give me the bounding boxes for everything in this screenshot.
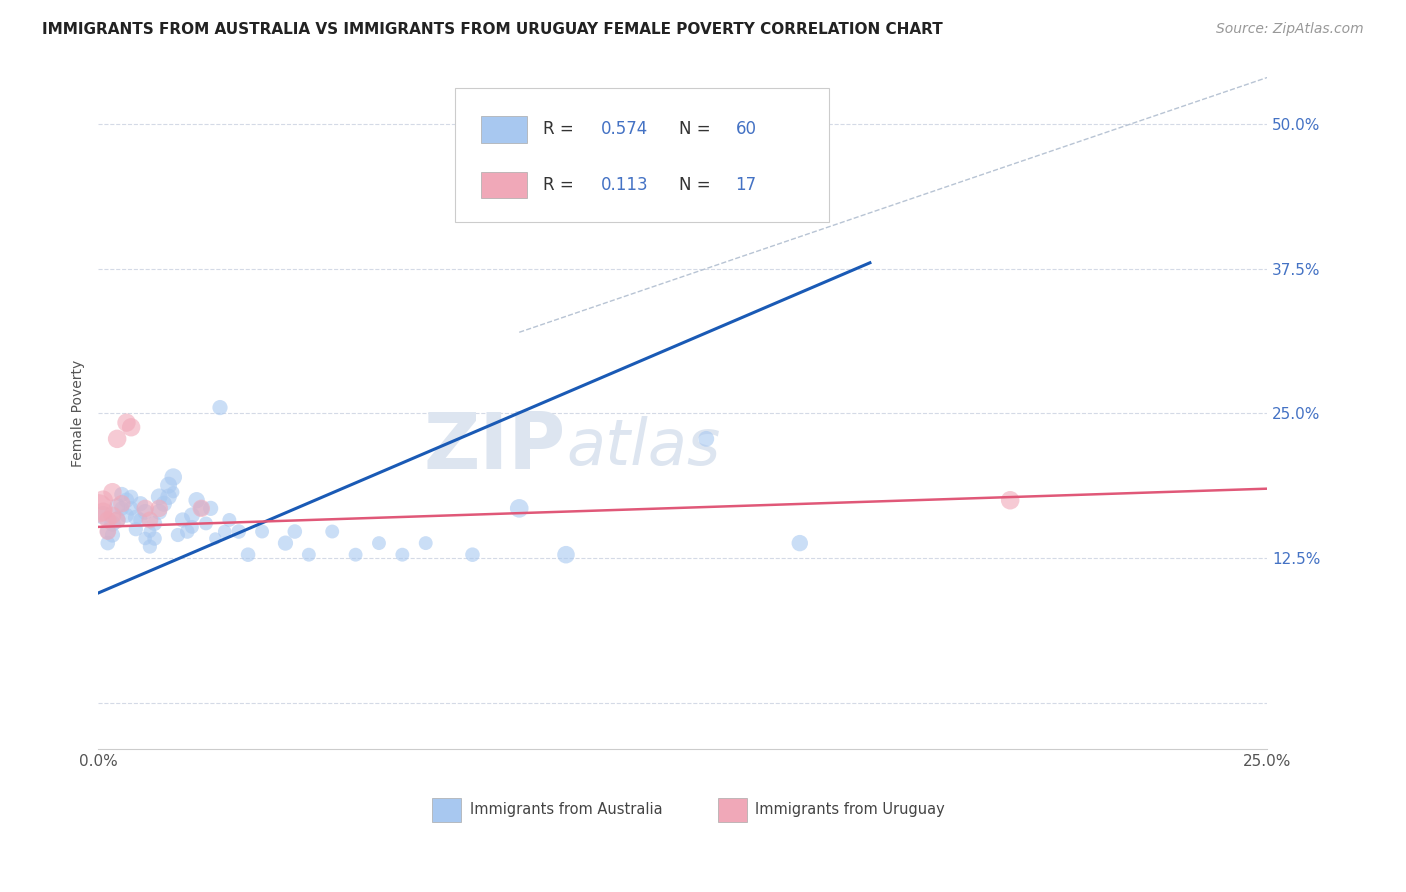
Point	[190, 501, 212, 516]
Point	[236, 548, 259, 562]
Point	[344, 548, 367, 562]
Point	[115, 493, 138, 508]
Text: 17: 17	[735, 176, 756, 194]
Point	[190, 501, 212, 516]
Point	[129, 497, 152, 511]
Point	[105, 513, 128, 527]
Text: Immigrants from Australia: Immigrants from Australia	[470, 802, 662, 817]
Point	[162, 470, 184, 484]
Point	[139, 513, 162, 527]
Point	[101, 508, 124, 523]
Point	[148, 505, 170, 519]
Text: 0.113: 0.113	[600, 176, 648, 194]
Text: N =: N =	[679, 120, 716, 138]
Point	[157, 478, 180, 492]
Point	[125, 522, 148, 536]
Text: IMMIGRANTS FROM AUSTRALIA VS IMMIGRANTS FROM URUGUAY FEMALE POVERTY CORRELATION : IMMIGRANTS FROM AUSTRALIA VS IMMIGRANTS …	[42, 22, 943, 37]
Point	[508, 501, 530, 516]
Point	[120, 420, 142, 434]
Point	[87, 501, 110, 516]
FancyBboxPatch shape	[456, 87, 830, 222]
Point	[176, 524, 198, 539]
Point	[789, 536, 811, 550]
Point	[214, 524, 236, 539]
Text: 60: 60	[735, 120, 756, 138]
Point	[105, 499, 128, 513]
Text: Immigrants from Uruguay: Immigrants from Uruguay	[755, 802, 945, 817]
Text: ZIP: ZIP	[423, 409, 567, 485]
Text: Source: ZipAtlas.com: Source: ZipAtlas.com	[1216, 22, 1364, 37]
Point	[97, 536, 120, 550]
Text: atlas: atlas	[567, 416, 720, 478]
Point	[461, 548, 484, 562]
Point	[200, 501, 222, 516]
Point	[274, 536, 297, 550]
Point	[208, 401, 231, 415]
Point	[167, 528, 190, 542]
Point	[101, 516, 124, 531]
Point	[284, 524, 307, 539]
Point	[91, 505, 114, 519]
Point	[391, 548, 413, 562]
Point	[115, 508, 138, 523]
Point	[143, 532, 166, 546]
Point	[218, 513, 240, 527]
Point	[321, 524, 343, 539]
Point	[111, 487, 134, 501]
Point	[97, 524, 120, 539]
Point	[181, 508, 204, 523]
Point	[148, 501, 170, 516]
Point	[125, 510, 148, 524]
Point	[97, 524, 120, 539]
Point	[91, 493, 114, 508]
Point	[602, 157, 624, 171]
Point	[115, 416, 138, 430]
Point	[204, 532, 226, 546]
Point	[111, 501, 134, 516]
Point	[162, 485, 184, 500]
Point	[172, 513, 194, 527]
Point	[97, 513, 120, 527]
Point	[194, 516, 217, 531]
Text: R =: R =	[543, 120, 579, 138]
Point	[139, 540, 162, 554]
Text: R =: R =	[543, 176, 583, 194]
Point	[101, 528, 124, 542]
Point	[415, 536, 437, 550]
Point	[91, 508, 114, 523]
Point	[250, 524, 273, 539]
Point	[555, 548, 578, 562]
Point	[368, 536, 391, 550]
Point	[143, 516, 166, 531]
Point	[134, 505, 156, 519]
Point	[228, 524, 250, 539]
Point	[129, 513, 152, 527]
Text: 0.574: 0.574	[600, 120, 648, 138]
Point	[139, 524, 162, 539]
Point	[998, 493, 1021, 508]
Text: N =: N =	[679, 176, 716, 194]
FancyBboxPatch shape	[718, 797, 747, 822]
Point	[101, 485, 124, 500]
Point	[105, 432, 128, 446]
Point	[153, 497, 176, 511]
FancyBboxPatch shape	[481, 171, 527, 198]
Y-axis label: Female Poverty: Female Poverty	[72, 359, 86, 467]
Point	[120, 490, 142, 504]
Point	[111, 497, 134, 511]
Point	[120, 501, 142, 516]
FancyBboxPatch shape	[432, 797, 461, 822]
Point	[695, 432, 717, 446]
Point	[134, 501, 156, 516]
Point	[105, 513, 128, 527]
FancyBboxPatch shape	[481, 116, 527, 143]
Point	[298, 548, 321, 562]
Point	[181, 520, 204, 534]
Point	[186, 493, 208, 508]
Point	[157, 490, 180, 504]
Point	[134, 532, 156, 546]
Point	[148, 490, 170, 504]
